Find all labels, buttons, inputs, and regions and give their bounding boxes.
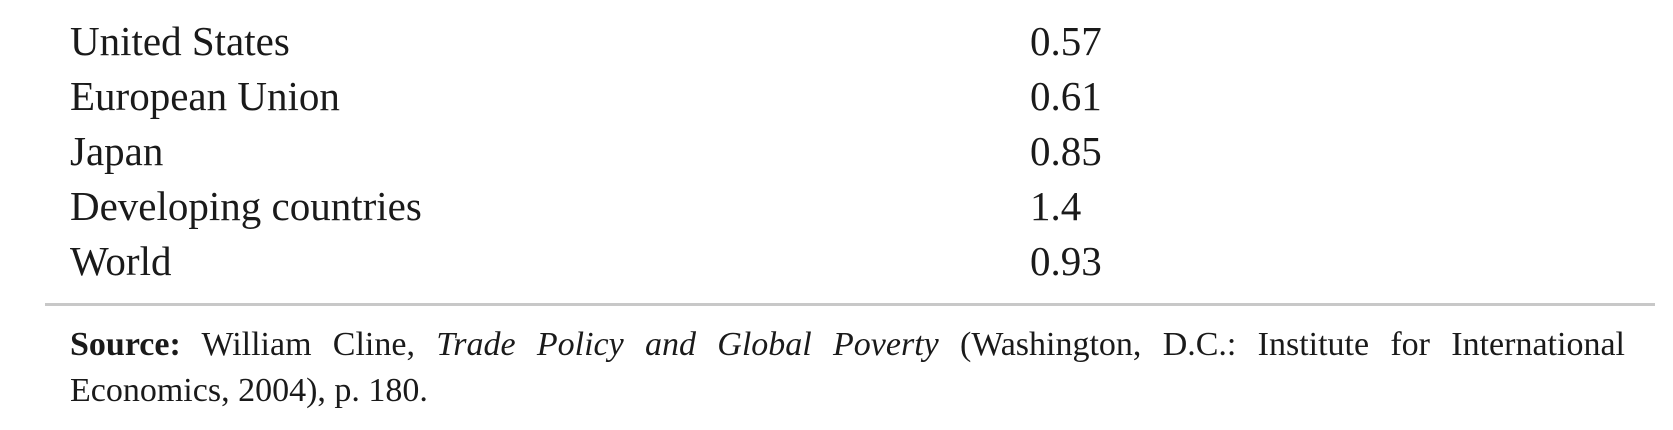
table-row: World 0.93 [70,234,1570,289]
table-row: European Union 0.61 [70,69,1570,124]
source-label: Source: [70,326,181,363]
row-value: 0.61 [1030,73,1102,119]
table-bottom-rule [45,303,1655,306]
source-author: William Cline, [180,326,437,363]
source-title: Trade Policy and Global Poverty [436,326,939,363]
source-note: Source: William Cline, Trade Policy and … [70,322,1625,414]
row-label: World [70,238,172,284]
table-row: Developing countries 1.4 [70,179,1570,234]
row-label: European Union [70,73,340,119]
row-label: Developing countries [70,183,422,229]
source-publication: (Washington, D.C.: Institute for Interna… [70,326,1625,409]
row-value: 0.85 [1030,128,1102,174]
table-row: United States 0.57 [70,14,1570,69]
row-value: 1.4 [1030,183,1082,229]
row-value: 0.93 [1030,238,1102,284]
row-label: Japan [70,128,164,174]
row-value: 0.57 [1030,18,1102,64]
table-row: Japan 0.85 [70,124,1570,179]
row-label: United States [70,18,290,64]
data-table: United States 0.57 European Union 0.61 J… [70,14,1570,289]
